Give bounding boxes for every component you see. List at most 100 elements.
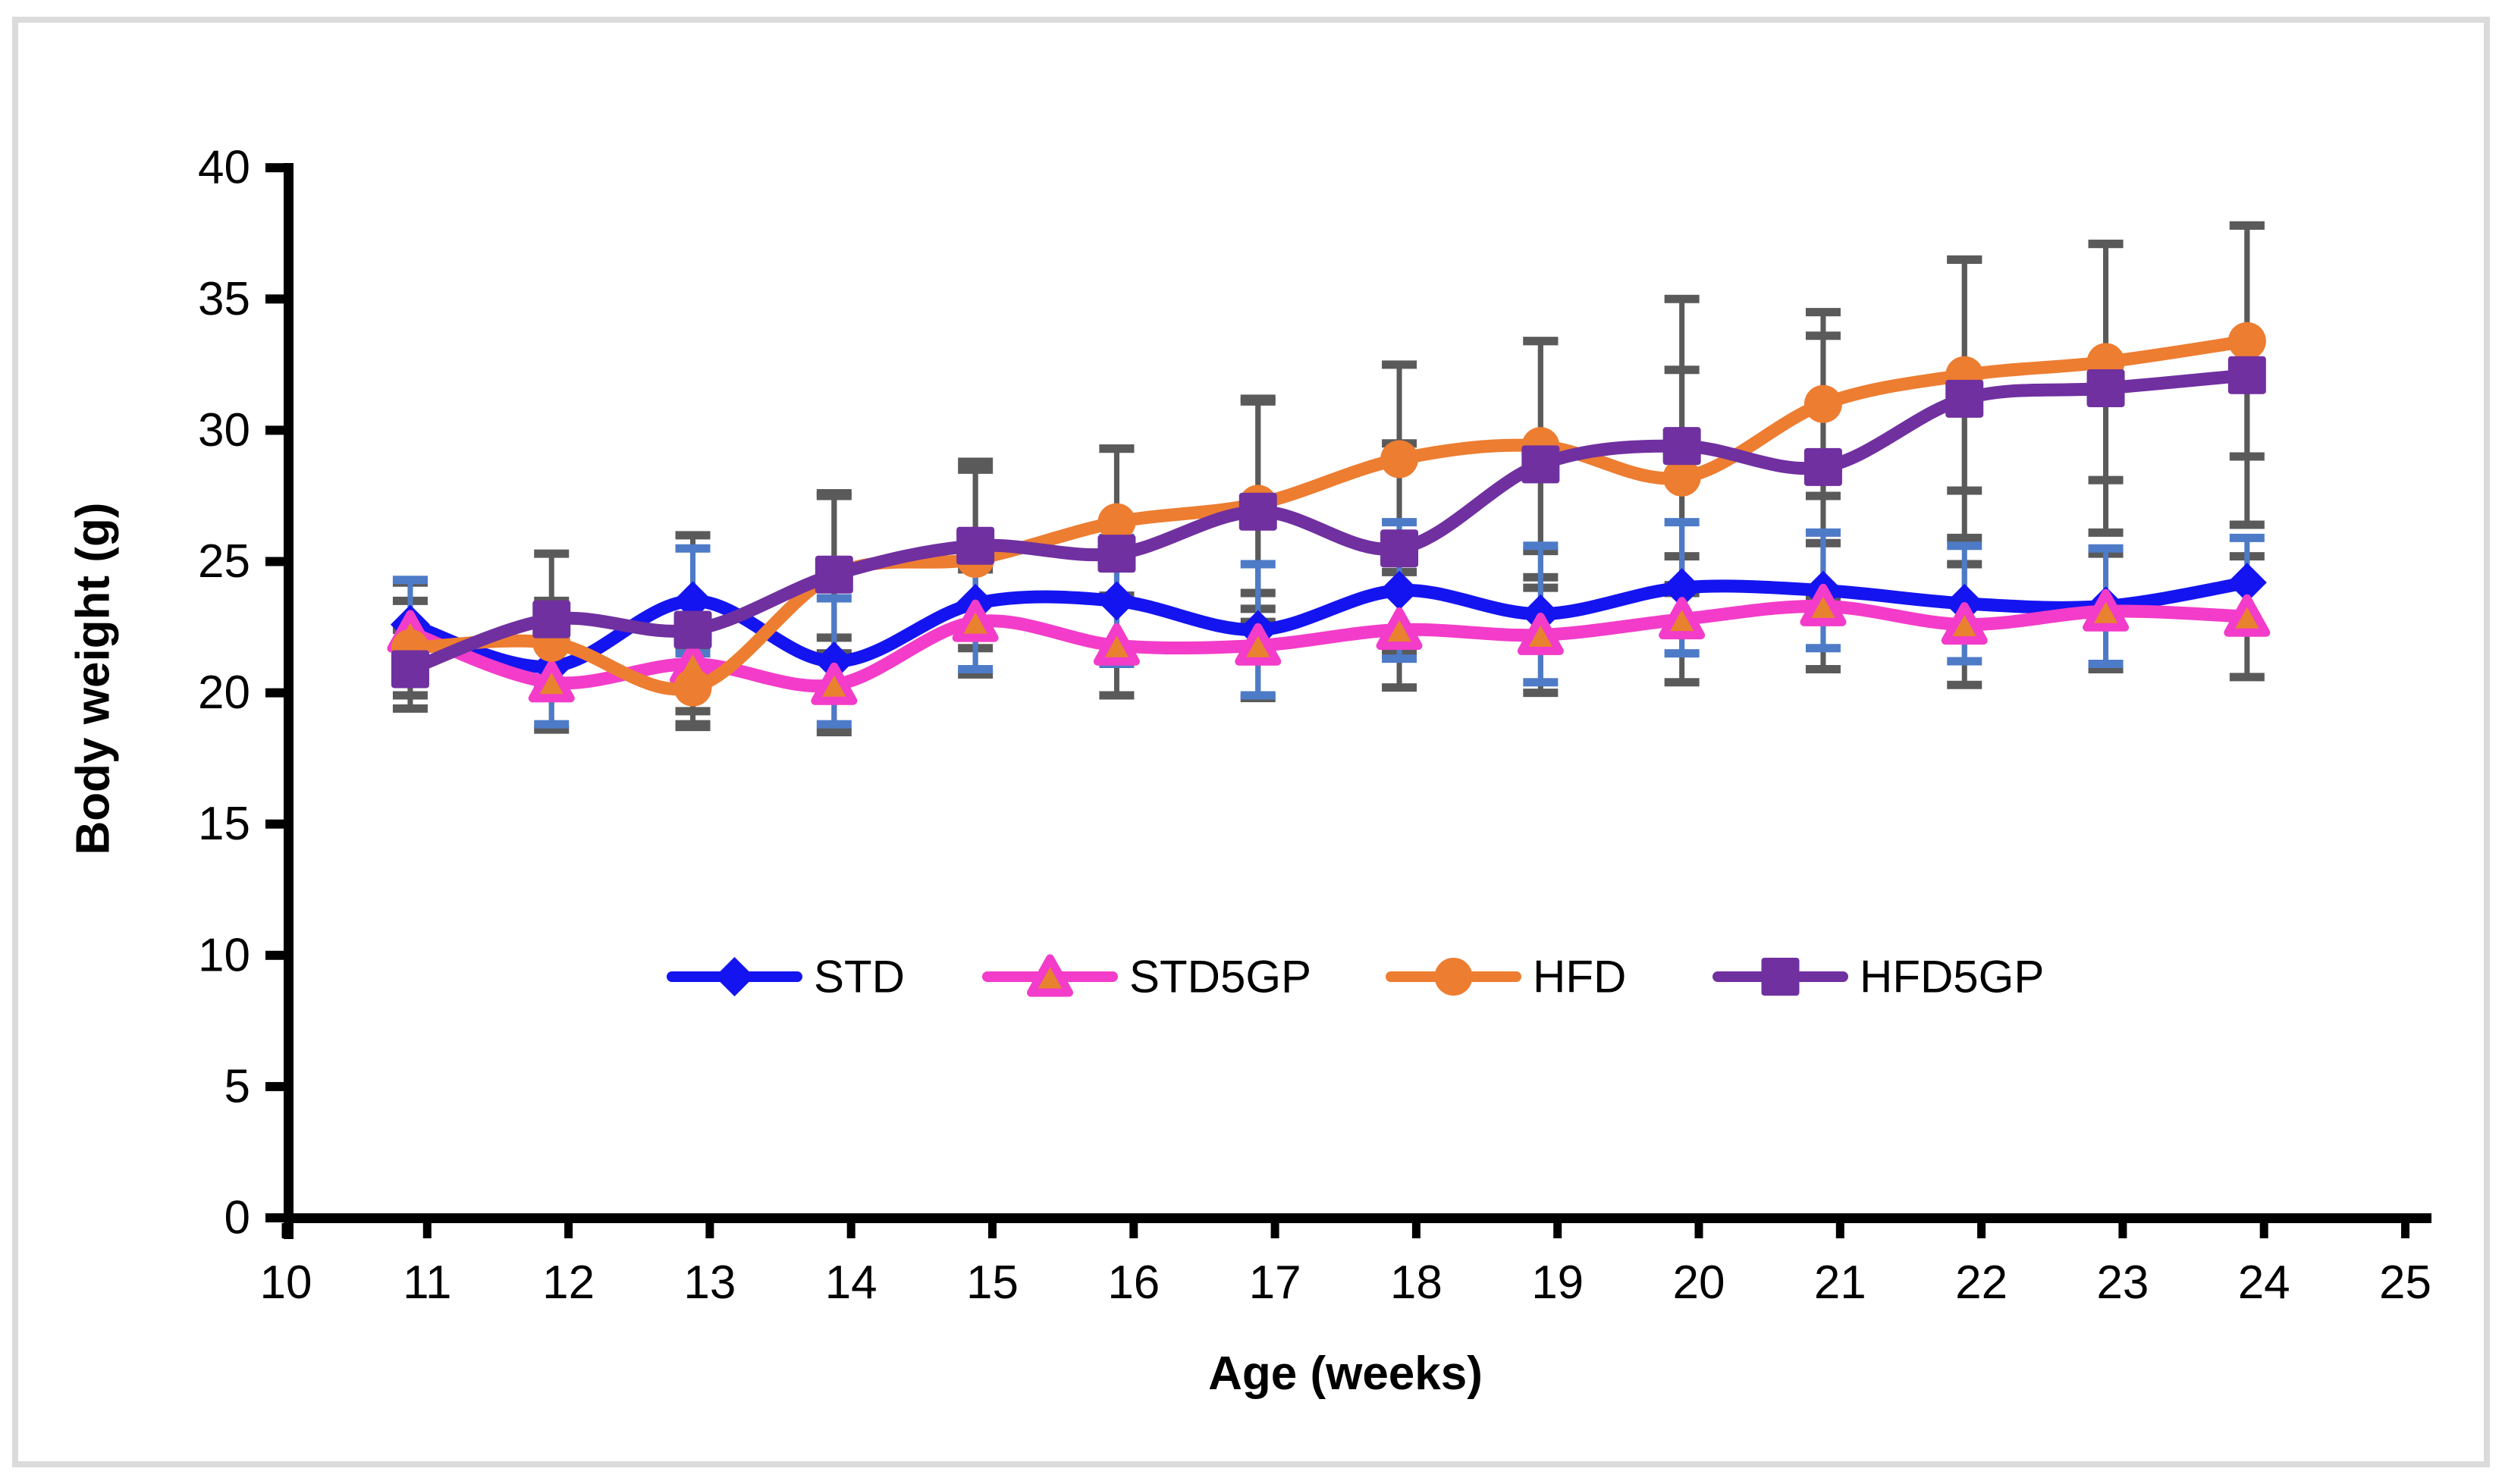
x-tick xyxy=(1553,1223,1562,1238)
y-tick-label: 30 xyxy=(198,404,250,456)
x-axis xyxy=(284,1213,2431,1223)
x-tick-label: 18 xyxy=(1390,1257,1442,1309)
x-tick xyxy=(564,1223,573,1238)
marker-square xyxy=(391,650,429,689)
marker-triangle xyxy=(1027,954,1073,997)
x-tick xyxy=(2401,1223,2409,1238)
y-tick-label: 10 xyxy=(198,929,250,981)
legend-item-std: STD xyxy=(667,952,905,1002)
marker-triangle xyxy=(1376,607,1423,651)
marker-square xyxy=(815,555,853,594)
x-tick xyxy=(1977,1223,1986,1238)
legend-label: STD xyxy=(814,952,905,1002)
x-tick-label: 12 xyxy=(542,1257,595,1309)
marker-diamond xyxy=(814,642,854,682)
y-tick-label: 25 xyxy=(198,535,250,588)
marker-triangle xyxy=(528,660,575,703)
y-tick-label: 35 xyxy=(198,273,250,325)
legend-label: HFD xyxy=(1533,952,1626,1002)
x-tick-label: 14 xyxy=(825,1257,877,1309)
x-tick-label: 24 xyxy=(2238,1257,2290,1309)
marker-diamond xyxy=(1097,581,1137,621)
legend: STD STD5GP HFD HFD5GP xyxy=(667,952,2044,1002)
y-tick xyxy=(265,688,288,698)
y-tick-label: 5 xyxy=(224,1060,250,1112)
x-tick-label: 19 xyxy=(1531,1257,1584,1309)
marker-circle xyxy=(1804,384,1842,423)
marker-square xyxy=(1945,379,1984,418)
x-tick xyxy=(1129,1223,1138,1238)
x-tick-label: 10 xyxy=(260,1257,312,1309)
marker-square xyxy=(1380,529,1419,568)
x-tick-label: 11 xyxy=(403,1257,451,1309)
series-hfd5gp xyxy=(391,356,2266,689)
x-tick-label: 25 xyxy=(2379,1257,2431,1309)
marker-circle xyxy=(1097,503,1136,541)
marker-diamond xyxy=(1380,570,1420,610)
marker-square xyxy=(1521,445,1560,484)
marker-triangle xyxy=(2224,594,2271,637)
marker-circle xyxy=(1434,958,1473,996)
x-tick xyxy=(1694,1223,1703,1238)
marker-square xyxy=(1097,535,1136,573)
figure-border xyxy=(12,17,2490,1467)
marker-triangle xyxy=(811,662,858,705)
x-tick xyxy=(2259,1223,2268,1238)
y-tick xyxy=(265,294,288,304)
x-axis-title: Age (weeks) xyxy=(1208,1348,1483,1400)
x-tick-label: 13 xyxy=(683,1257,736,1309)
x-tick xyxy=(846,1223,855,1238)
x-tick xyxy=(988,1223,997,1238)
y-tick xyxy=(265,819,288,829)
marker-triangle xyxy=(1800,583,1847,626)
marker-square xyxy=(1804,447,1842,486)
marker-triangle xyxy=(1941,602,1988,645)
y-tick xyxy=(265,950,288,960)
y-tick xyxy=(265,1081,288,1091)
legend-item-hfd: HFD xyxy=(1386,952,1626,1002)
marker-diamond xyxy=(673,581,713,621)
y-tick xyxy=(265,163,288,173)
x-tick xyxy=(422,1223,432,1238)
x-tick-label: 21 xyxy=(1814,1257,1866,1309)
marker-circle xyxy=(1380,440,1419,478)
y-tick xyxy=(265,1213,288,1222)
y-tick-label: 40 xyxy=(198,142,250,194)
marker-triangle xyxy=(2083,588,2130,632)
y-tick-label: 0 xyxy=(224,1192,250,1244)
marker-triangle xyxy=(1093,623,1140,666)
legend-label: HFD5GP xyxy=(1860,952,2044,1002)
legend-item-hfd5gp: HFD5GP xyxy=(1712,952,2044,1002)
x-tick xyxy=(2118,1223,2127,1238)
marker-circle xyxy=(1662,458,1701,497)
x-tick xyxy=(1411,1223,1421,1238)
y-tick xyxy=(265,557,288,566)
marker-diamond xyxy=(2227,563,2267,603)
marker-square xyxy=(2227,356,2266,394)
marker-triangle xyxy=(1659,597,1706,640)
marker-circle xyxy=(2227,322,2266,360)
x-tick xyxy=(1835,1223,1844,1238)
marker-square xyxy=(2086,369,2125,408)
marker-triangle xyxy=(952,599,999,642)
legend-label: STD5GP xyxy=(1129,952,1311,1002)
y-tick xyxy=(265,425,288,435)
x-tick-label: 16 xyxy=(1107,1257,1160,1309)
marker-square xyxy=(956,526,995,565)
x-tick-label: 23 xyxy=(2096,1257,2149,1309)
marker-triangle xyxy=(1517,612,1564,655)
marker-square xyxy=(1238,492,1277,531)
x-tick-label: 20 xyxy=(1673,1257,1725,1309)
marker-circle xyxy=(673,668,712,707)
y-axis-title: Body weight (g) xyxy=(67,503,120,855)
marker-triangle xyxy=(1235,623,1282,666)
y-axis xyxy=(284,163,294,1239)
axes: 0 5 10 15 20 25 30 35 40 10 11 12 13 14 15 16 17 18 19 20 21… xyxy=(67,142,2431,1400)
marker-square xyxy=(1761,958,1800,996)
x-tick xyxy=(1270,1223,1279,1238)
y-tick-label: 15 xyxy=(198,798,250,850)
legend-item-std5gp: STD5GP xyxy=(982,952,1311,1002)
